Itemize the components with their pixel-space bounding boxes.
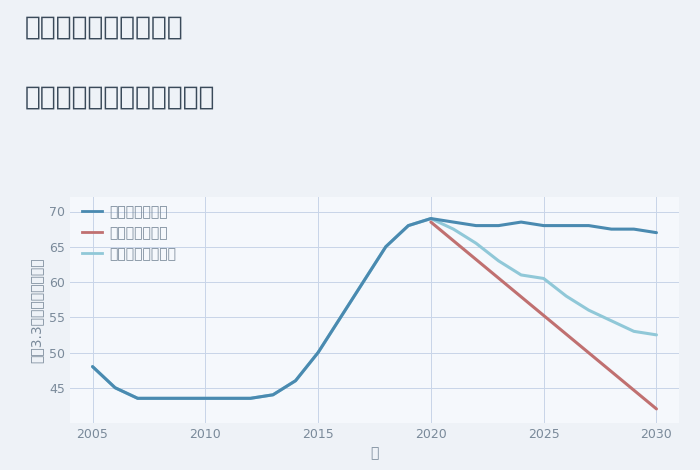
ノーマルシナリオ: [472, 241, 480, 246]
ノーマルシナリオ: [88, 364, 97, 369]
グッドシナリオ: [652, 230, 661, 235]
グッドシナリオ: [562, 223, 570, 228]
グッドシナリオ: [382, 244, 390, 250]
Text: 中古マンションの価格推移: 中古マンションの価格推移: [25, 85, 215, 110]
グッドシナリオ: [291, 378, 300, 384]
グッドシナリオ: [607, 227, 615, 232]
グッドシナリオ: [517, 219, 525, 225]
グッドシナリオ: [111, 385, 119, 391]
ノーマルシナリオ: [291, 378, 300, 384]
ノーマルシナリオ: [359, 279, 368, 285]
グッドシナリオ: [337, 314, 345, 320]
グッドシナリオ: [404, 223, 412, 228]
ノーマルシナリオ: [178, 395, 187, 401]
X-axis label: 年: 年: [370, 446, 379, 461]
ノーマルシナリオ: [314, 350, 322, 355]
ノーマルシナリオ: [404, 223, 412, 228]
グッドシナリオ: [224, 395, 232, 401]
Line: グッドシナリオ: グッドシナリオ: [92, 219, 657, 398]
ノーマルシナリオ: [156, 395, 164, 401]
ノーマルシナリオ: [427, 216, 435, 221]
Text: 福岡県太宰府市高雄の: 福岡県太宰府市高雄の: [25, 14, 183, 40]
グッドシナリオ: [156, 395, 164, 401]
ノーマルシナリオ: [382, 244, 390, 250]
グッドシナリオ: [201, 395, 209, 401]
ノーマルシナリオ: [111, 385, 119, 391]
グッドシナリオ: [134, 395, 142, 401]
グッドシナリオ: [584, 223, 593, 228]
ノーマルシナリオ: [134, 395, 142, 401]
ノーマルシナリオ: [269, 392, 277, 398]
ノーマルシナリオ: [652, 332, 661, 337]
ノーマルシナリオ: [630, 329, 638, 334]
Legend: グッドシナリオ, バッドシナリオ, ノーマルシナリオ: グッドシナリオ, バッドシナリオ, ノーマルシナリオ: [76, 200, 182, 266]
グッドシナリオ: [630, 227, 638, 232]
グッドシナリオ: [427, 216, 435, 221]
グッドシナリオ: [178, 395, 187, 401]
ノーマルシナリオ: [494, 258, 503, 264]
グッドシナリオ: [359, 279, 368, 285]
グッドシナリオ: [540, 223, 548, 228]
グッドシナリオ: [494, 223, 503, 228]
ノーマルシナリオ: [224, 395, 232, 401]
ノーマルシナリオ: [607, 318, 615, 323]
グッドシナリオ: [88, 364, 97, 369]
ノーマルシナリオ: [540, 275, 548, 281]
グッドシナリオ: [314, 350, 322, 355]
グッドシナリオ: [269, 392, 277, 398]
Y-axis label: 坪（3.3㎡）単価（万円）: 坪（3.3㎡）単価（万円）: [29, 258, 43, 363]
グッドシナリオ: [246, 395, 255, 401]
ノーマルシナリオ: [246, 395, 255, 401]
グッドシナリオ: [449, 219, 458, 225]
ノーマルシナリオ: [562, 293, 570, 299]
ノーマルシナリオ: [201, 395, 209, 401]
ノーマルシナリオ: [449, 227, 458, 232]
ノーマルシナリオ: [517, 272, 525, 278]
ノーマルシナリオ: [584, 307, 593, 313]
ノーマルシナリオ: [337, 314, 345, 320]
Line: ノーマルシナリオ: ノーマルシナリオ: [92, 219, 657, 398]
グッドシナリオ: [472, 223, 480, 228]
